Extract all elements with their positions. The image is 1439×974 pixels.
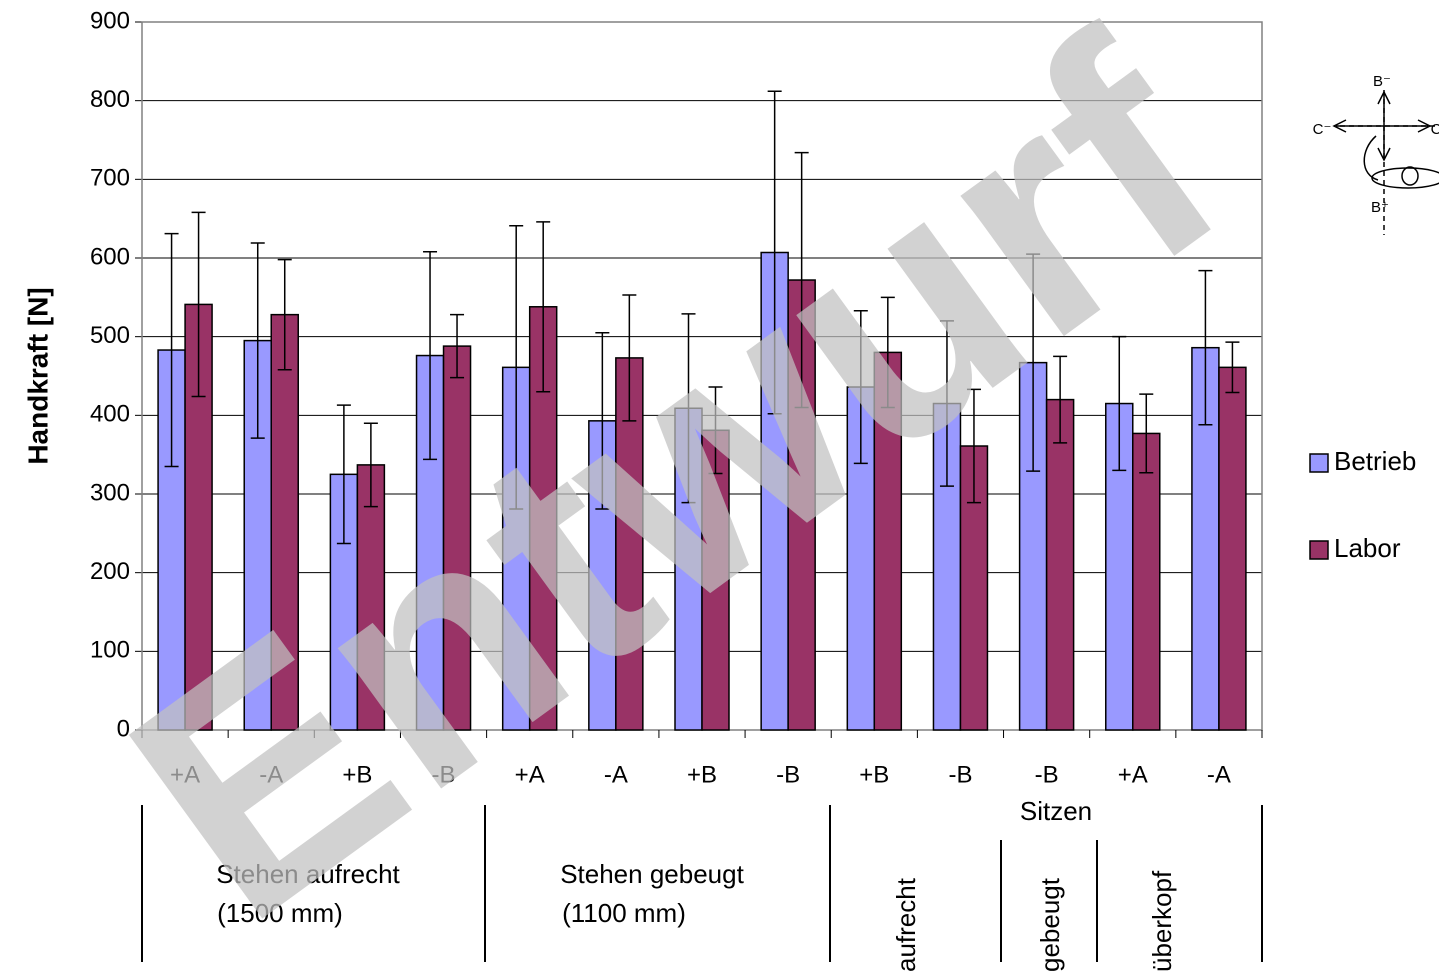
error-bar	[1112, 335, 1127, 472]
error-bar	[853, 309, 868, 465]
subgroup-label: gebeugt	[1035, 877, 1065, 972]
error-bar	[1026, 253, 1041, 472]
bar	[1218, 366, 1247, 731]
error-bar	[939, 320, 954, 487]
y-tick-label: 300	[90, 479, 130, 506]
y-tick-label: 200	[90, 558, 130, 585]
error-bar	[277, 258, 292, 371]
error-bar	[536, 221, 551, 393]
x-tick-label: +B	[859, 761, 889, 788]
direction-diagram: B⁻ C⁻ B⁺ C	[1313, 73, 1439, 235]
error-bar	[966, 388, 981, 504]
x-tick-label: +B	[342, 761, 372, 788]
x-tick-label: -A	[1207, 761, 1231, 788]
diagram-label: B⁻	[1373, 73, 1391, 90]
error-bar	[880, 296, 895, 409]
diagram-hand	[1363, 135, 1379, 181]
x-tick-label: +A	[1118, 761, 1148, 788]
error-bar	[191, 211, 206, 398]
legend-label: Labor	[1334, 533, 1401, 563]
bar	[1132, 432, 1161, 731]
bar	[329, 473, 359, 731]
y-tick-label: 400	[90, 401, 130, 428]
y-tick-label: 700	[90, 165, 130, 192]
group-label: Stehen gebeugt	[560, 859, 744, 889]
legend-label: Betrieb	[1334, 446, 1416, 476]
bar	[701, 429, 730, 731]
diagram-arrow	[1384, 119, 1432, 133]
y-tick-label: 900	[90, 7, 130, 34]
error-bar	[363, 422, 378, 508]
diagram-label: B⁺	[1371, 199, 1389, 216]
subgroup-label: aufrecht	[891, 877, 921, 972]
error-bar	[1225, 341, 1240, 394]
error-bar	[423, 250, 438, 461]
y-tick-label: 0	[117, 715, 130, 742]
bar	[356, 464, 386, 731]
error-bar	[681, 313, 696, 504]
error-bar	[164, 232, 179, 468]
bar	[873, 351, 903, 731]
x-tick-label: -A	[604, 761, 628, 788]
error-bar	[595, 331, 610, 510]
bar	[501, 366, 531, 731]
error-bar	[767, 90, 782, 415]
group-label: Stehen aufrecht	[216, 859, 400, 889]
bar	[442, 345, 472, 731]
error-bar	[450, 313, 465, 379]
legend-swatch	[1309, 453, 1329, 473]
x-tick-label: +A	[170, 761, 200, 788]
y-axis-label: Handkraft [N]	[22, 287, 53, 464]
bar	[270, 313, 299, 731]
x-tick-label: -B	[432, 761, 456, 788]
error-bar	[509, 224, 524, 510]
error-bar	[1053, 355, 1068, 444]
group-label: (1500 mm)	[217, 898, 343, 928]
error-bar	[622, 294, 637, 422]
x-tick-label: -B	[776, 761, 800, 788]
x-tick-label: +A	[515, 761, 545, 788]
error-bar	[794, 151, 809, 409]
error-bar	[708, 386, 723, 475]
error-bar	[1198, 269, 1213, 426]
x-tick-label: -A	[259, 761, 283, 788]
error-bar	[336, 404, 351, 545]
bar	[1045, 398, 1075, 731]
group-label: Sitzen	[1020, 796, 1092, 826]
error-bar	[1139, 393, 1154, 474]
diagram-hand	[1401, 166, 1419, 186]
x-tick-label: +B	[687, 761, 717, 788]
y-tick-label: 500	[90, 322, 130, 349]
y-tick-label: 800	[90, 86, 130, 113]
x-tick-label: -B	[1035, 761, 1059, 788]
diagram-arrow	[1377, 90, 1391, 126]
y-tick-label: 100	[90, 637, 130, 664]
group-label: (1100 mm)	[562, 898, 686, 928]
y-tick-label: 600	[90, 243, 130, 270]
x-tick-label: -B	[948, 761, 972, 788]
subgroup-label: überkopf	[1147, 870, 1177, 972]
legend-swatch	[1309, 540, 1329, 560]
diagram-label: C⁻	[1313, 121, 1332, 138]
diagram-arrow	[1377, 126, 1391, 162]
diagram-label: C	[1431, 121, 1439, 138]
error-bar	[250, 242, 265, 439]
diagram-hand	[1371, 167, 1439, 189]
diagram-arrow	[1332, 119, 1384, 133]
